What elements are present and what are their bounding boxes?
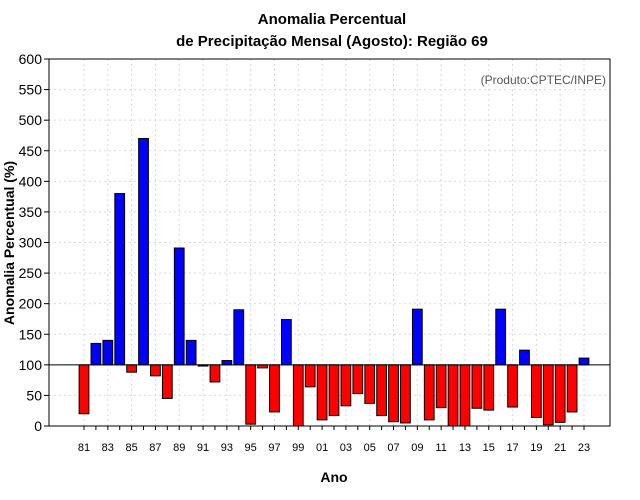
x-tick-label: 93	[221, 442, 233, 454]
chart-title-line1: Anomalia Percentual	[258, 11, 406, 28]
x-tick-label: 07	[387, 442, 399, 454]
bar-97	[269, 364, 280, 413]
bar-88	[161, 364, 173, 399]
bar-20	[542, 364, 554, 426]
x-tick-label: 17	[506, 442, 518, 454]
y-tick-label: 50	[26, 387, 42, 403]
y-tick-label: 600	[19, 51, 43, 67]
x-tick-label: 81	[78, 442, 90, 454]
bar-94	[233, 309, 245, 366]
y-tick-label: 450	[19, 143, 43, 159]
bar-84	[114, 193, 126, 366]
x-tick-label: 85	[125, 442, 137, 454]
bar-83	[102, 339, 114, 366]
x-axis-title: Ano	[320, 469, 347, 485]
bar-19	[531, 364, 542, 418]
bar-21	[554, 364, 566, 423]
bars	[78, 138, 590, 427]
x-tick-label: 13	[459, 442, 471, 454]
bar-14	[471, 364, 483, 409]
bar-89	[173, 247, 185, 366]
bar-03	[340, 364, 352, 407]
bar-85	[126, 364, 138, 373]
y-axis: 0 50 100 150 200 250 300 350 400 450 500 550 600	[19, 51, 49, 434]
bar-23	[578, 357, 590, 366]
x-tick-label: 83	[102, 442, 114, 454]
bar-09	[411, 308, 423, 366]
y-axis-title: Anomalia Percentual (%)	[1, 161, 17, 325]
y-tick-label: 550	[19, 82, 43, 98]
y-tick-label: 150	[19, 326, 43, 342]
bar-95	[245, 364, 257, 425]
bar-02	[328, 364, 340, 417]
x-tick-label: 19	[530, 442, 542, 454]
bar-81	[78, 364, 90, 415]
bar-87	[150, 364, 161, 377]
x-tick-label: 23	[578, 442, 590, 454]
y-tick-label: 300	[19, 235, 43, 251]
x-tick-label: 05	[364, 442, 376, 454]
chart-title-line2: de Precipitação Mensal (Agosto): Região …	[176, 33, 488, 50]
credit-text: (Produto:CPTEC/INPE)	[481, 73, 606, 87]
x-axis: 81 83 85 87 89 91 93 95 97 99 01 03 05 07 09 11 13 15 17 19…	[78, 426, 590, 454]
x-tick-label: 87	[149, 442, 161, 454]
bar-92	[209, 364, 221, 383]
bar-08	[400, 364, 411, 424]
bar-93	[221, 360, 233, 366]
x-tick-label: 15	[483, 442, 495, 454]
y-tick-label: 200	[19, 296, 43, 312]
bar-16	[495, 308, 507, 366]
y-tick-label: 100	[19, 357, 43, 373]
y-tick-label: 400	[19, 173, 43, 189]
y-tick-label: 350	[19, 204, 43, 220]
bar-82	[90, 342, 102, 366]
bar-98	[281, 319, 292, 366]
bar-07	[388, 364, 399, 423]
bar-22	[566, 364, 578, 413]
x-tick-label: 89	[173, 442, 185, 454]
x-tick-label: 21	[554, 442, 566, 454]
bar-99	[292, 364, 304, 427]
x-tick-label: 95	[245, 442, 257, 454]
bar-00	[304, 364, 316, 388]
bar-05	[364, 364, 376, 404]
bar-06	[376, 364, 388, 417]
x-tick-label: 91	[197, 442, 209, 454]
x-tick-label: 11	[435, 442, 446, 454]
x-tick-label: 97	[268, 442, 280, 454]
bar-04	[352, 364, 364, 395]
bar-86	[138, 138, 149, 366]
bar-18	[519, 349, 530, 366]
x-tick-label: 99	[292, 442, 304, 454]
x-tick-label: 03	[340, 442, 352, 454]
x-tick-label: 09	[411, 442, 423, 454]
bar-10	[423, 364, 435, 421]
bar-11	[435, 364, 447, 409]
bar-90	[185, 339, 197, 366]
bar-13	[459, 364, 471, 427]
bar-12	[447, 364, 459, 427]
x-tick-label: 01	[316, 442, 328, 454]
y-tick-label: 250	[19, 265, 43, 281]
bar-01	[316, 364, 328, 421]
bar-15	[483, 364, 495, 411]
bar-17	[507, 364, 518, 408]
y-tick-label: 0	[34, 418, 42, 434]
y-tick-label: 500	[19, 112, 43, 128]
